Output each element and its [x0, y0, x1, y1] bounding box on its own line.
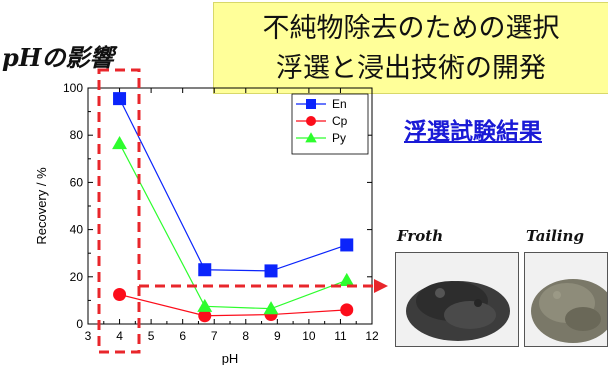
x-tick-label: 5: [148, 329, 155, 343]
legend-box: [291, 93, 369, 155]
series-line: [119, 98, 347, 272]
froth-label: Froth: [397, 227, 444, 245]
data-point: [264, 264, 278, 278]
series-line: [119, 293, 347, 317]
tick-labels: 3 4 5 6 7 8 9 10 11 12 0 20 40 60 80 100: [63, 81, 379, 343]
y-tick-label: 60: [70, 175, 84, 189]
legend-marker: [306, 116, 316, 126]
data-point: [198, 309, 212, 323]
title-banner: 不純物除去のための選択 浮選と浸出技術の開発: [213, 2, 608, 94]
x-tick-label: 6: [179, 329, 186, 343]
data-point: [263, 301, 279, 315]
highlight-arrow-head: [374, 279, 388, 293]
data-point: [198, 263, 212, 277]
y-tick-label: 80: [70, 128, 84, 142]
tailing-photo: [524, 252, 608, 347]
series-layer: [112, 92, 355, 323]
legend-marker: [305, 132, 317, 143]
x-tick-label: 10: [302, 329, 316, 343]
legend-label: Py: [332, 131, 346, 145]
data-point: [340, 303, 354, 317]
tailing-label: Tailing: [526, 227, 584, 245]
ph-effect-heading: pHの影響: [2, 43, 114, 72]
froth-photo: [395, 252, 519, 347]
x-tick-label: 7: [211, 329, 218, 343]
legend-marker: [306, 99, 316, 109]
y-axis-label: Recovery / %: [34, 167, 49, 245]
flotation-results-link[interactable]: 浮選試験結果: [404, 119, 542, 145]
y-tick-label: 20: [70, 270, 84, 284]
series-en: [113, 92, 354, 278]
x-tick-label: 12: [365, 329, 379, 343]
y-tick-label: 40: [70, 223, 84, 237]
data-point: [197, 298, 213, 312]
series-py: [112, 135, 355, 315]
x-tick-label: 11: [334, 329, 347, 343]
legend-label: En: [332, 97, 347, 111]
data-point: [339, 272, 355, 286]
data-point: [113, 92, 127, 106]
highlight-ph4-box: [97, 68, 141, 354]
legend-label: Cp: [332, 114, 348, 128]
x-tick-label: 9: [274, 329, 281, 343]
y-tick-label: 0: [76, 317, 83, 331]
title-line-1: 不純物除去のための選択: [262, 13, 560, 44]
series-line: [119, 143, 347, 310]
x-tick-label: 4: [116, 329, 123, 343]
plot-frame: [87, 87, 373, 325]
x-tick-label: 3: [85, 329, 92, 343]
title-line-2: 浮選と浸出技術の開発: [276, 53, 546, 84]
data-point: [340, 238, 354, 252]
data-point: [113, 288, 127, 301]
series-cp: [113, 288, 354, 323]
x-tick-label: 8: [242, 329, 249, 343]
x-axis-label: pH: [222, 351, 239, 365]
data-point: [112, 135, 128, 150]
y-tick-label: 100: [63, 81, 83, 95]
legend: En Cp Py: [291, 93, 369, 155]
